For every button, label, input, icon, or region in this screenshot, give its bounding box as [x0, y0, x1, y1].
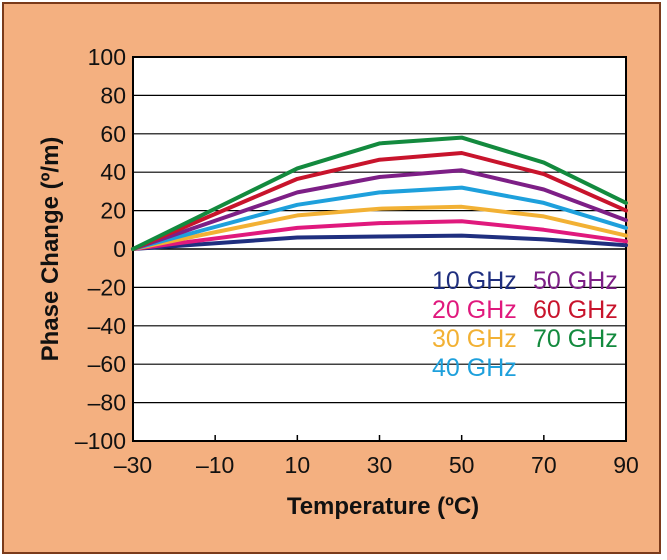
y-tick-label: 20 [100, 198, 126, 224]
y-tick-label: –20 [88, 274, 126, 300]
y-tick-label: 100 [88, 44, 126, 70]
y-tick-label: –100 [75, 428, 126, 454]
legend-entry: 10 GHz [432, 267, 517, 295]
series-line-20-ghz [131, 219, 628, 251]
x-tick-label: 70 [531, 452, 557, 478]
grid-lines [132, 94, 627, 441]
legend-entry: 20 GHz [432, 296, 517, 324]
series-line-60-ghz [131, 151, 628, 251]
series-line-70-ghz [131, 135, 628, 251]
series-lines [131, 135, 628, 251]
y-tick-label: –40 [88, 313, 126, 339]
x-tick-label: –30 [114, 452, 152, 478]
x-tick-labels: –30 –10 10 30 50 70 90 [114, 452, 639, 478]
series-line-40-ghz [131, 185, 628, 251]
legend-entry: 70 GHz [533, 325, 618, 353]
y-tick-label: –80 [88, 390, 126, 416]
series-line-50-ghz [131, 168, 628, 251]
x-tick-label: 10 [285, 452, 311, 478]
series-line-10-ghz [131, 233, 628, 251]
series-line-30-ghz [131, 204, 628, 251]
legend-entry: 40 GHz [432, 354, 517, 382]
legend-entry: 30 GHz [432, 325, 517, 353]
y-axis-title: Phase Change (º/m) [37, 137, 64, 362]
y-tick-label: 0 [113, 236, 126, 262]
x-axis-title: Temperature (ºC) [287, 493, 479, 520]
y-tick-label: 40 [100, 159, 126, 185]
x-tick-label: 30 [367, 452, 393, 478]
y-tick-labels: 100 80 60 40 20 0 –20 –40 –60 –80 –100 [75, 44, 126, 454]
legend-entry: 60 GHz [533, 296, 618, 324]
x-tick-label: –10 [196, 452, 234, 478]
legend-entry: 50 GHz [533, 267, 618, 295]
y-tick-label: 80 [100, 82, 126, 108]
y-tick-label: –60 [88, 351, 126, 377]
x-tick-label: 50 [449, 452, 475, 478]
y-tick-label: 60 [100, 121, 126, 147]
x-tick-label: 90 [613, 452, 639, 478]
